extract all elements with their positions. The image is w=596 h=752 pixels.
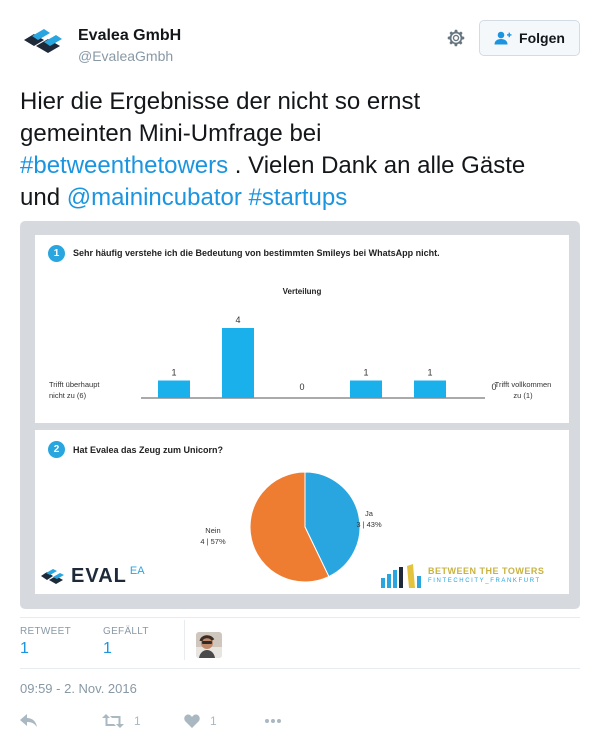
tweet-timestamp[interactable]: 09:59 - 2. Nov. 2016 (20, 681, 137, 696)
tweet-header: Evalea GmbH @EvaleaGmbh Folgen (0, 0, 596, 80)
question-number-badge: 2 (48, 441, 65, 458)
likes-stat-value[interactable]: 1 (103, 640, 112, 657)
tweet-text: Hier die Ergebnisse der nicht so ernst g… (20, 86, 580, 214)
follow-label: Folgen (519, 30, 565, 46)
bar-3 (350, 380, 382, 398)
tweet-line: Hier die Ergebnisse der nicht so ernst (20, 88, 421, 115)
evalea-mark-icon (41, 569, 64, 584)
bar-2 (414, 380, 446, 398)
divider (20, 668, 580, 669)
liker-avatar[interactable] (196, 632, 222, 658)
tweet-line: . Vielen Dank an alle Gäste (228, 152, 526, 179)
pie-label-ja: Ja 3 | 43% (356, 509, 382, 529)
axis-label-right: Trifft vollkommen zu (1) (494, 380, 552, 400)
like-action[interactable]: 1 (184, 710, 217, 732)
retweet-icon (102, 714, 124, 728)
stats-separator (184, 620, 185, 660)
more-dots-icon (265, 719, 281, 723)
evalea-logo-text: EVAL (71, 564, 127, 587)
bar-6 (158, 380, 190, 398)
evalea-logo: EVAL EA (40, 564, 145, 588)
towers-icon (381, 564, 421, 588)
question-text: Hat Evalea das Zeug zum Unicorn? (73, 445, 224, 455)
tweet-line: gemeinten Mini-Umfrage bei (20, 120, 322, 147)
author-name[interactable]: Evalea GmbH (78, 27, 182, 44)
mention-link[interactable]: @mainincubator (66, 184, 242, 211)
survey-question-1-panel: 1 Sehr häufig verstehe ich die Bedeutung… (35, 235, 569, 423)
bar-value-label: 1 (427, 368, 432, 378)
more-action[interactable] (264, 710, 282, 732)
question-text: Sehr häufig verstehe ich die Bedeutung v… (73, 248, 440, 258)
retweets-stat-label: RETWEET (20, 626, 71, 637)
divider (20, 617, 580, 618)
tweet-word: und (20, 184, 67, 211)
hashtag-link[interactable]: #startups (248, 184, 348, 211)
bar-value-label: 0 (299, 382, 304, 392)
axis-label-left: Trifft überhaupt nicht zu (6) (49, 380, 100, 400)
bar-value-label: 0 (491, 382, 496, 392)
retweets-stat-value[interactable]: 1 (20, 640, 29, 657)
bar-value-label: 1 (363, 368, 368, 378)
likes-stat-label: GEFÄLLT (103, 626, 149, 637)
bar-5 (222, 328, 254, 398)
pie-slice-nein (249, 471, 330, 583)
survey-question-2-panel: 2 Hat Evalea das Zeug zum Unicorn? Nein … (35, 430, 569, 594)
add-user-icon (494, 31, 512, 45)
like-count: 1 (210, 714, 217, 728)
evalea-logo-ea: EA (129, 565, 145, 577)
bar-value-label: 1 (171, 368, 176, 378)
chart-title: Verteilung (282, 287, 322, 296)
question-number-badge: 1 (48, 245, 65, 262)
evalea-logo-avatar[interactable] (22, 26, 66, 56)
pie-label-nein: Nein 4 | 57% (200, 526, 226, 546)
pie-chart (249, 471, 361, 583)
btt-text-line1: BETWEEN THE TOWERS (428, 566, 545, 576)
bar-value-label: 4 (235, 315, 240, 325)
reply-icon (20, 714, 37, 727)
gear-icon[interactable] (445, 27, 467, 49)
retweet-count: 1 (134, 714, 141, 728)
reply-action[interactable] (20, 710, 38, 732)
pie-slice-ja (304, 471, 361, 578)
btt-text-line2: FINTECHCITY_FRANKFURT (428, 578, 541, 584)
hashtag-link[interactable]: #betweenthetowers (20, 152, 229, 179)
heart-icon (184, 714, 200, 728)
author-handle[interactable]: @EvaleaGmbh (78, 48, 174, 64)
tweet-media-image[interactable]: 1 Sehr häufig verstehe ich die Bedeutung… (20, 221, 580, 609)
retweet-action[interactable]: 1 (102, 710, 141, 732)
bar-chart: 1 4 0 1 1 0 (141, 315, 497, 399)
follow-button[interactable]: Folgen (479, 20, 580, 56)
